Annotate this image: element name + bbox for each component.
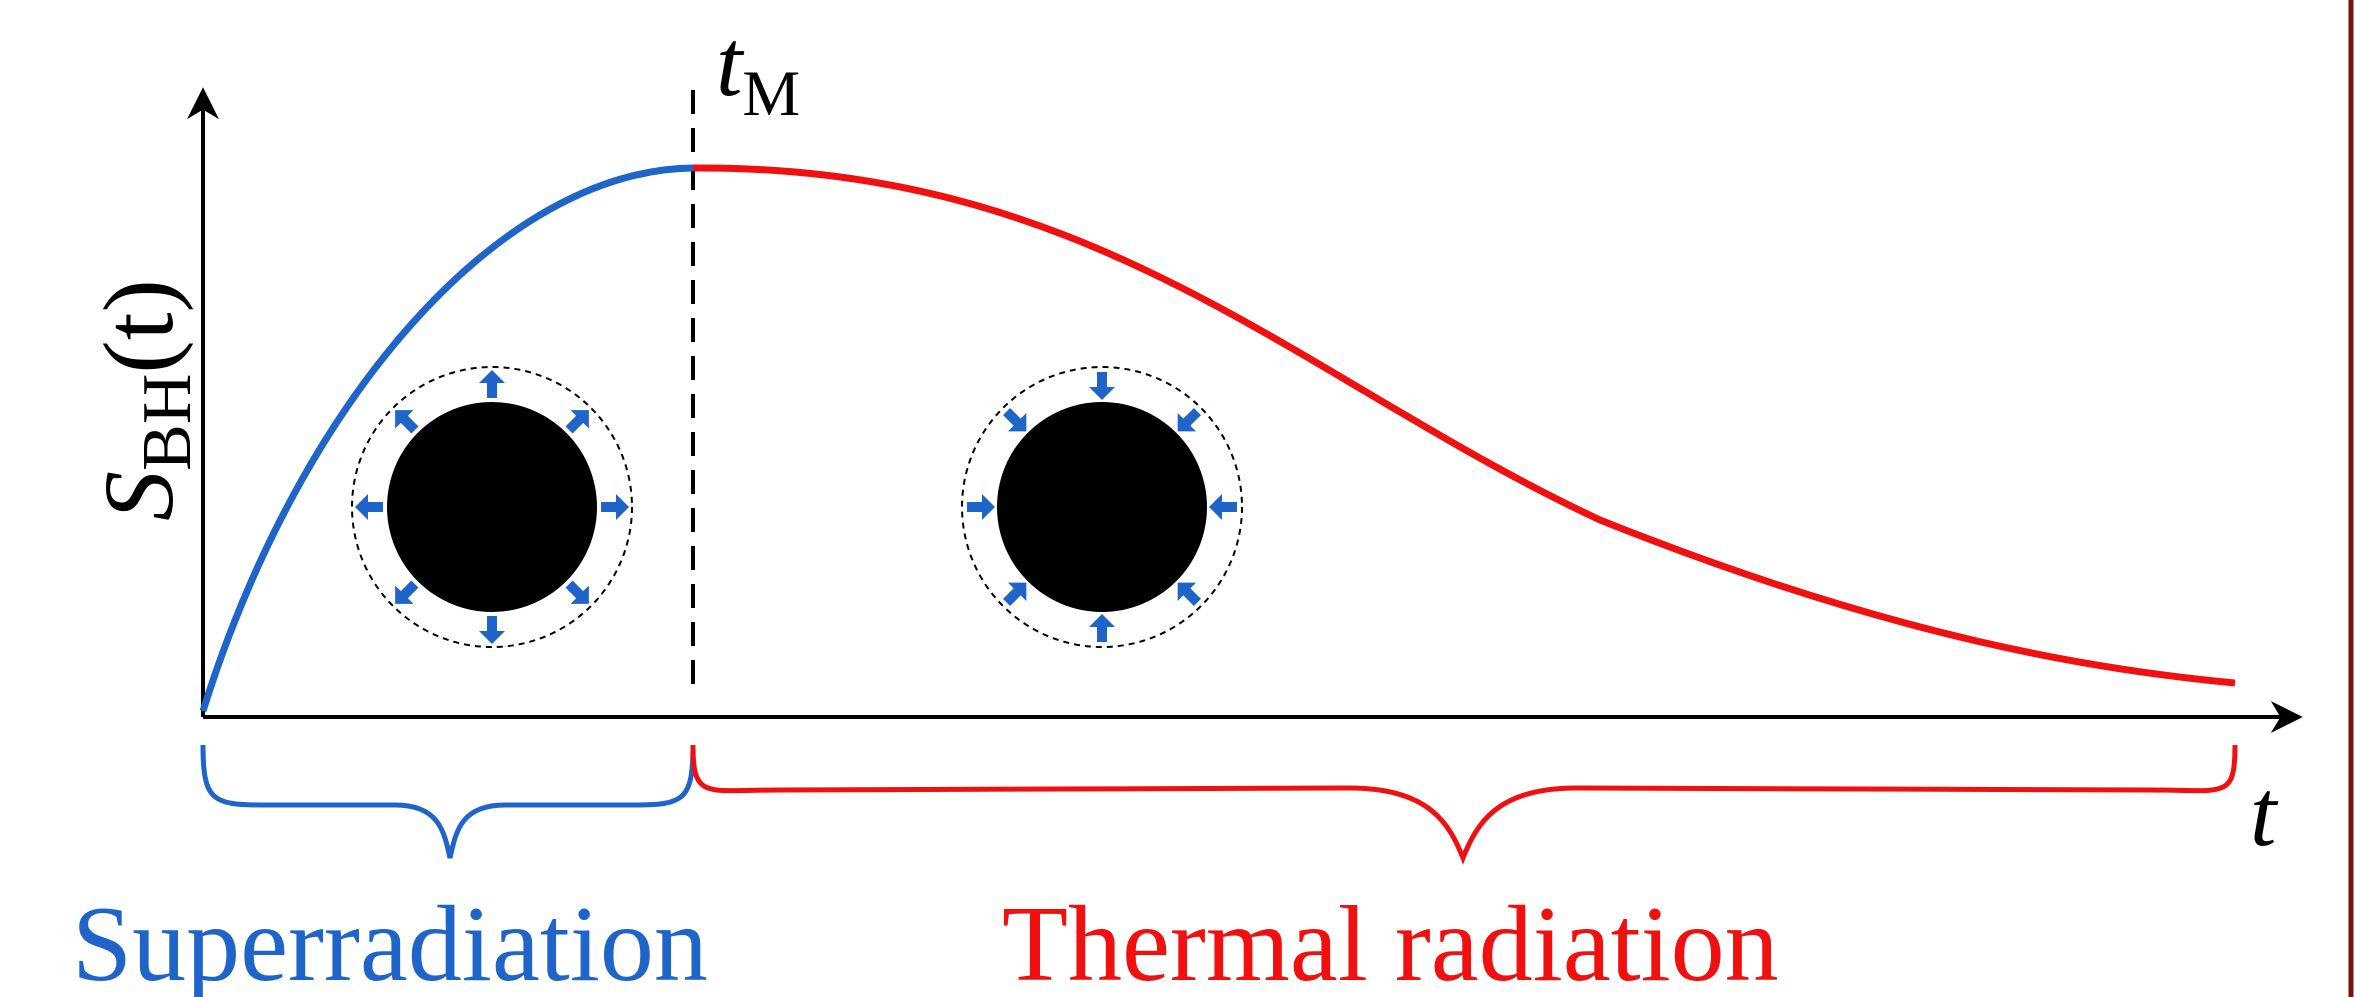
flow-arrow	[479, 616, 505, 644]
flow-arrow	[1089, 614, 1115, 642]
y-axis-label: SBH(t)	[83, 279, 206, 521]
y-argument: (t)	[83, 279, 194, 373]
phase-label: Thermal radiation	[1002, 885, 1779, 997]
black-hole	[387, 402, 597, 612]
y-subscript: BH	[129, 374, 206, 471]
phase-label: Superradiation	[72, 885, 708, 997]
flow-arrow	[1209, 494, 1237, 520]
x-axis-label: t	[2250, 760, 2279, 866]
thermal-curve	[693, 168, 2235, 683]
marker-subscript: M	[742, 58, 800, 130]
black-hole	[997, 402, 1207, 612]
black-holes	[352, 367, 1242, 647]
diagram: SBH(t) tM t Superradiation Thermal radia…	[0, 0, 2354, 997]
flow-arrow	[967, 494, 995, 520]
marker-label: tM	[716, 10, 800, 130]
marker-symbol: t	[716, 10, 745, 116]
flow-arrow	[479, 370, 505, 398]
thermal-brace	[693, 745, 2235, 858]
page: SBH(t) tM t Superradiation Thermal radia…	[0, 0, 2354, 997]
flow-arrow	[601, 494, 629, 520]
superradiation-brace	[203, 745, 693, 858]
y-symbol: S	[83, 471, 194, 521]
flow-arrow	[1089, 372, 1115, 400]
flow-arrow	[355, 494, 383, 520]
